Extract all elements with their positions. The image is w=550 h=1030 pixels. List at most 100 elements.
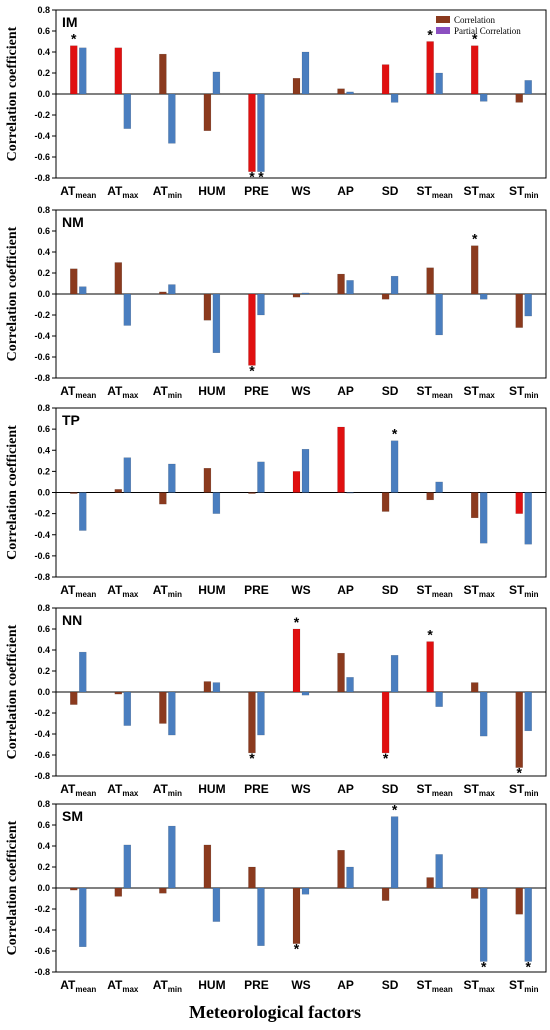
category-label: STmax: [464, 978, 496, 994]
category-label: ATmin: [153, 184, 182, 200]
correlation-bar: [426, 492, 434, 501]
category-label: STmax: [464, 782, 496, 798]
category-label: SD: [382, 583, 399, 597]
partial-correlation-bar: [79, 492, 87, 531]
panel-sm: 0.8 0.6 0.4 0.2 0.0 -0.2 -0.4 -0.6 -0.8 Correlati…: [5, 799, 547, 994]
partial-correlation-bar: [390, 93, 399, 103]
y-tick-label: -0.6: [34, 551, 50, 561]
correlation-bar: [426, 641, 434, 693]
category-label: ATmin: [153, 978, 182, 994]
correlation-bar: [114, 887, 123, 897]
category-label: AP: [337, 184, 354, 198]
y-tick-label: 0.2: [37, 666, 50, 676]
y-tick-label: -0.4: [34, 530, 50, 540]
y-tick-label: -0.8: [34, 771, 50, 781]
correlation-bar: [381, 64, 390, 95]
partial-correlation-bar: [212, 293, 221, 353]
correlation-bar: [426, 41, 434, 95]
correlation-bar: [515, 293, 523, 328]
correlation-bar: [203, 93, 212, 131]
category-label: STmin: [509, 782, 539, 798]
category-label: STmax: [464, 184, 496, 200]
y-tick-label: -0.2: [34, 509, 50, 519]
correlation-bar: [470, 492, 479, 519]
partial-correlation-bar: [346, 866, 354, 889]
correlation-bar: [203, 293, 212, 321]
partial-correlation-bar: [435, 691, 443, 707]
correlation-bar: [159, 53, 167, 95]
correlation-bar: [292, 293, 301, 298]
partial-correlation-bar: [346, 280, 354, 295]
correlation-bar: [248, 293, 256, 366]
partial-correlation-bar: [79, 651, 87, 693]
category-label: WS: [291, 184, 310, 198]
partial-correlation-bar: [168, 463, 176, 493]
partial-correlation-bar: [524, 887, 532, 962]
category-label: ATmax: [107, 782, 139, 798]
y-axis-title: Correlation coefficient: [5, 820, 20, 955]
correlation-bar: [381, 293, 390, 300]
panel-label: IM: [62, 14, 78, 30]
partial-correlation-bar: [168, 691, 176, 736]
correlation-bar: [248, 93, 256, 172]
correlation-bar: [470, 245, 479, 295]
y-axis-title: Correlation coefficient: [5, 425, 20, 560]
partial-correlation-bar: [435, 481, 443, 493]
correlation-bar: [337, 652, 345, 693]
correlation-bar: [203, 468, 212, 493]
category-label: ATmean: [60, 782, 96, 798]
panel-im: 0.8 0.6 0.4 0.2 0.0 -0.2 -0.4 -0.6 -0.8 Correlati…: [5, 5, 547, 200]
x-axis-title: Meteorological factors: [188, 1002, 362, 1022]
correlation-bar: [114, 691, 123, 695]
y-tick-label: -0.4: [34, 925, 50, 935]
partial-correlation-bar: [168, 93, 176, 144]
y-tick-label: 0.6: [37, 226, 50, 236]
correlation-bar: [159, 492, 167, 505]
significance-asterisk: *: [249, 169, 255, 185]
category-label: STmean: [417, 782, 453, 798]
category-label: ATmin: [153, 782, 182, 798]
category-label: STmax: [464, 384, 496, 400]
partial-correlation-bar: [479, 293, 488, 300]
partial-correlation-bar: [435, 293, 443, 336]
correlation-bar: [292, 887, 301, 944]
y-tick-label: -0.2: [34, 904, 50, 914]
panel-label: NN: [62, 612, 82, 628]
correlation-bar: [381, 492, 390, 512]
significance-asterisk: *: [294, 941, 300, 957]
y-tick-label: 0.0: [37, 289, 50, 299]
partial-correlation-bar: [524, 293, 532, 317]
category-label: STmin: [509, 978, 539, 994]
y-tick-label: 0.4: [37, 47, 50, 57]
y-tick-label: -0.8: [34, 373, 50, 383]
correlation-bar: [470, 682, 479, 693]
category-label: ATmin: [153, 583, 182, 599]
y-tick-label: 0.0: [37, 488, 50, 498]
partial-correlation-bar: [390, 816, 399, 889]
y-tick-label: -0.8: [34, 173, 50, 183]
category-label: AP: [337, 978, 354, 992]
partial-correlation-bar: [212, 71, 221, 95]
y-tick-label: 0.0: [37, 687, 50, 697]
partial-correlation-bar: [168, 284, 176, 295]
category-label: HUM: [198, 184, 225, 198]
category-label: ATmean: [60, 583, 96, 599]
y-tick-label: 0.4: [37, 445, 50, 455]
y-tick-label: 0.8: [37, 799, 50, 809]
category-label: PRE: [244, 384, 269, 398]
correlation-bar: [203, 844, 212, 889]
partial-correlation-bar: [123, 293, 132, 326]
y-tick-label: -0.6: [34, 750, 50, 760]
significance-asterisk: *: [258, 169, 264, 185]
partial-correlation-bar: [301, 51, 310, 95]
y-tick-label: -0.4: [34, 131, 50, 141]
category-label: ATmax: [107, 583, 139, 599]
category-label: PRE: [244, 978, 269, 992]
category-label: STmin: [509, 583, 539, 599]
significance-asterisk: *: [517, 765, 523, 781]
y-axis-title: Correlation coefficient: [5, 226, 20, 361]
y-tick-label: -0.6: [34, 152, 50, 162]
y-tick-label: 0.2: [37, 466, 50, 476]
correlation-bar: [292, 78, 301, 95]
